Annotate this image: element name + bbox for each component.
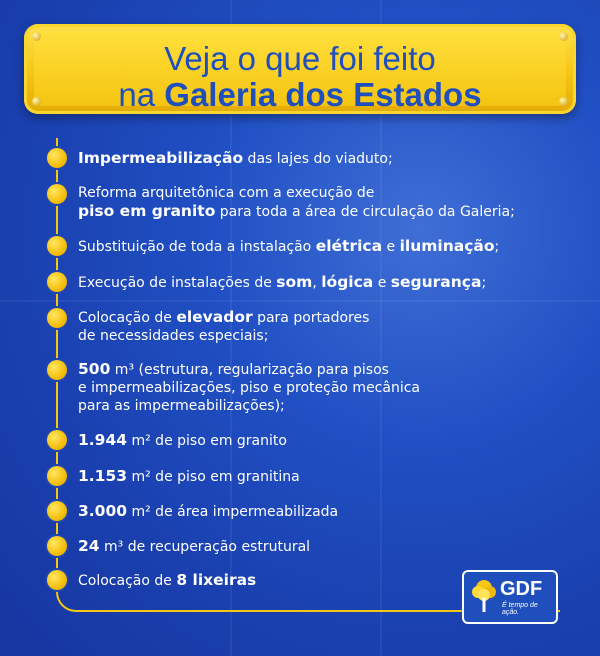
item-bold: 24 [78,537,100,555]
item-text: das lajes do viaduto; [243,151,393,167]
item-text: Execução de instalações de [78,275,277,291]
item-bold: Impermeabilização [78,149,244,167]
bullet-dot-icon [47,148,67,168]
item-bold: segurança [390,273,482,291]
item-bold: 3.000 [78,502,128,520]
background-line [0,300,600,302]
list-item: 24 m³ de recuperação estrutural [78,537,578,556]
bullet-dot-icon [47,308,67,328]
gdf-logo: GDF É tempo de ação. [462,570,558,624]
list-item: 1.944 m² de piso em granito [78,431,578,450]
background-line [380,0,382,656]
item-text: m² de área impermeabilizada [127,504,339,520]
item-bold: piso em granito [78,202,216,220]
list-item: Colocação de elevador para portadores de… [78,308,578,345]
title-line-2-prefix: na [118,76,165,113]
item-text: m² de piso em granito [127,433,287,449]
bullet-dot-icon [47,272,67,292]
bullet-dot-icon [47,184,67,204]
item-text: m³ (estrutura, regularização para pisos [110,362,389,378]
list-item: Impermeabilização das lajes do viaduto; [78,149,578,168]
item-bold: 500 [78,360,111,378]
list-item: Execução de instalações de som, lógica e… [78,273,578,292]
item-text: para portadores [252,310,370,326]
item-text: ; [481,275,487,291]
item-bold: elétrica [315,237,383,255]
item-bold: lógica [321,273,374,291]
item-text: e impermeabilizações, piso e proteção me… [78,380,420,396]
item-text: de necessidades especiais; [78,328,269,344]
bolt-icon [32,97,41,106]
tree-icon [472,580,496,612]
list-item: Substituição de toda a instalação elétri… [78,237,578,256]
item-text: Colocação de [78,310,177,326]
title-line-1: Veja o que foi feito [164,40,436,77]
list-item: Colocação de 8 lixeiras [78,571,578,590]
logo-name: GDF [500,578,543,600]
bullet-dot-icon [47,430,67,450]
item-bold: som [276,273,313,291]
item-text: , [312,275,322,291]
item-bold: 8 lixeiras [176,571,257,589]
item-text: ; [494,239,500,255]
bolt-icon [32,32,41,41]
list-item: 3.000 m² de área impermeabilizada [78,502,578,521]
title-line-2: na Galeria dos Estados [34,76,566,114]
item-text: e [382,239,400,255]
item-text: m² de piso em granitina [127,469,300,485]
bolt-icon [559,32,568,41]
item-bold: elevador [176,308,253,326]
item-text: e [373,275,391,291]
bullet-dot-icon [47,536,67,556]
title-line-2-bold: Galeria dos Estados [164,76,482,113]
item-text: Colocação de [78,573,177,589]
item-bold: iluminação [399,237,495,255]
item-text: para as impermeabilizações); [78,398,285,414]
bullet-dot-icon [47,570,67,590]
title-banner: Veja o que foi feito na Galeria dos Esta… [24,24,576,114]
item-text: Reforma arquitetônica com a execução de [78,185,375,201]
background-line [230,0,232,656]
item-text: Substituição de toda a instalação [78,239,316,255]
bullet-dot-icon [47,501,67,521]
bullet-dot-icon [47,466,67,486]
bullet-dot-icon [47,360,67,380]
item-bold: 1.153 [78,467,128,485]
list-item: 1.153 m² de piso em granitina [78,467,578,486]
bolt-icon [559,97,568,106]
list-item: 500 m³ (estrutura, regularização para pi… [78,360,578,415]
item-text: m³ de recuperação estrutural [99,539,311,555]
logo-tagline: É tempo de ação. [502,602,538,616]
item-bold: 1.944 [78,431,128,449]
title-banner-inner: Veja o que foi feito na Galeria dos Esta… [34,32,566,113]
list-item: Reforma arquitetônica com a execução de … [78,184,578,221]
item-text: para toda a área de circulação da Galeri… [215,204,515,220]
bullet-dot-icon [47,236,67,256]
